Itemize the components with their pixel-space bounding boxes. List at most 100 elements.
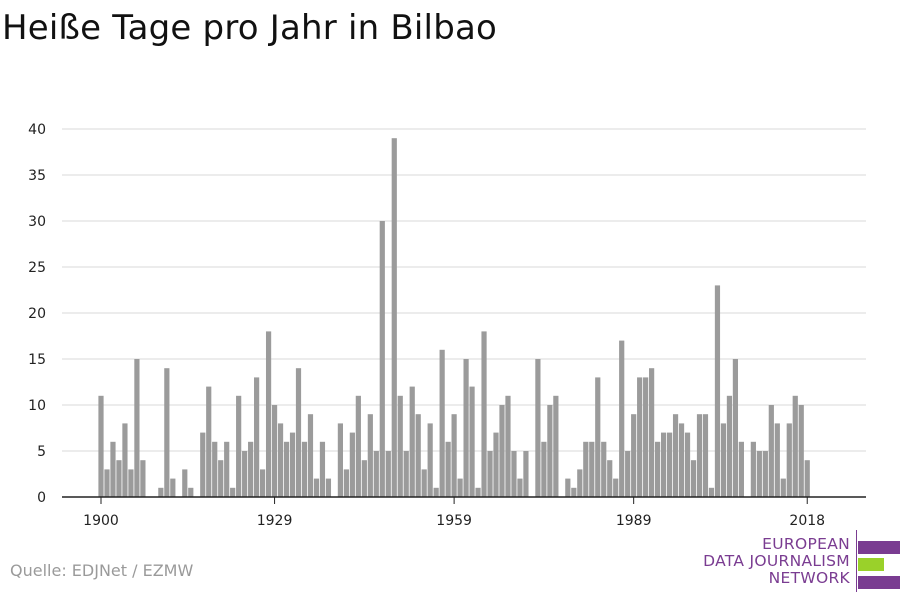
y-tick-label: 0 bbox=[37, 490, 46, 506]
bar-1991 bbox=[643, 377, 649, 497]
bar-1951 bbox=[403, 451, 409, 497]
bar-1931 bbox=[283, 441, 290, 497]
bar-1935 bbox=[307, 414, 314, 497]
edjnet-logo: EUROPEAN DATA JOURNALISM NETWORK bbox=[700, 530, 900, 596]
bar-1924 bbox=[242, 451, 248, 497]
bar-1903 bbox=[116, 460, 122, 497]
bar-1996 bbox=[672, 414, 679, 497]
bar-1948 bbox=[385, 451, 391, 497]
bar-2017 bbox=[798, 405, 804, 497]
bar-1934 bbox=[301, 441, 308, 497]
bar-1944 bbox=[361, 460, 367, 497]
bar-1941 bbox=[343, 469, 349, 497]
bar-1950 bbox=[397, 395, 403, 497]
bar-1922 bbox=[230, 487, 236, 497]
bar-1987 bbox=[619, 340, 625, 497]
bar-1915 bbox=[188, 487, 194, 497]
bar-1993 bbox=[655, 441, 661, 497]
y-tick-label: 40 bbox=[28, 122, 46, 138]
bar-1937 bbox=[319, 441, 326, 497]
logo-divider bbox=[856, 530, 857, 592]
bar-1984 bbox=[601, 441, 607, 497]
bar-1954 bbox=[421, 469, 427, 497]
bar-1955 bbox=[427, 423, 433, 497]
bar-2013 bbox=[774, 423, 780, 497]
logo-line-1: EUROPEAN bbox=[762, 535, 850, 553]
x-tick-label: 1900 bbox=[83, 513, 119, 529]
bar-1959 bbox=[451, 414, 457, 497]
bar-1938 bbox=[325, 478, 332, 497]
bar-2015 bbox=[786, 423, 792, 497]
bar-2007 bbox=[738, 441, 744, 497]
bar-1920 bbox=[218, 460, 224, 497]
bars bbox=[98, 138, 810, 497]
x-ticks: 1900 1929 1959 1989 2018 bbox=[83, 497, 825, 529]
bar-1946 bbox=[373, 451, 379, 497]
bar-1983 bbox=[595, 377, 601, 497]
bar-1942 bbox=[349, 432, 355, 497]
bar-2002 bbox=[708, 487, 715, 497]
y-tick-label: 15 bbox=[28, 352, 46, 368]
x-tick-label: 1959 bbox=[436, 513, 472, 529]
bar-1979 bbox=[571, 487, 577, 497]
y-tick-label: 20 bbox=[28, 306, 46, 322]
bar-1978 bbox=[565, 478, 571, 497]
bar-2011 bbox=[762, 451, 768, 497]
bar-1973 bbox=[535, 359, 541, 497]
bar-2004 bbox=[720, 423, 727, 497]
bar-1912 bbox=[170, 478, 176, 497]
bar-1906 bbox=[134, 359, 140, 497]
bar-1949 bbox=[391, 138, 397, 497]
bar-1943 bbox=[355, 395, 361, 497]
bar-1974 bbox=[541, 441, 547, 497]
y-tick-label: 35 bbox=[28, 168, 46, 184]
bar-1997 bbox=[678, 423, 685, 497]
bar-1923 bbox=[236, 395, 242, 497]
bar-1990 bbox=[637, 377, 643, 497]
logo-bar-middle bbox=[858, 558, 884, 571]
bar-1960 bbox=[457, 478, 463, 497]
bar-1930 bbox=[277, 423, 284, 497]
bar-1964 bbox=[481, 331, 487, 497]
y-tick-label: 10 bbox=[28, 398, 46, 414]
bar-2001 bbox=[702, 414, 709, 497]
bar-2006 bbox=[732, 359, 739, 497]
bar-1925 bbox=[248, 441, 254, 497]
logo-bar-top bbox=[858, 541, 900, 554]
bar-1919 bbox=[212, 441, 218, 497]
logo-bar-bottom bbox=[858, 576, 900, 589]
bar-1947 bbox=[379, 221, 385, 497]
bar-1956 bbox=[433, 487, 439, 497]
bar-1995 bbox=[666, 432, 673, 497]
bar-1957 bbox=[439, 349, 445, 497]
bar-1928 bbox=[265, 331, 272, 497]
bar-1989 bbox=[631, 414, 637, 497]
bar-1945 bbox=[367, 414, 373, 497]
bar-1910 bbox=[158, 487, 164, 497]
bar-1914 bbox=[182, 469, 188, 497]
bar-1933 bbox=[295, 368, 302, 497]
bar-1900 bbox=[98, 395, 104, 497]
bar-1968 bbox=[505, 395, 511, 497]
bar-1970 bbox=[517, 478, 523, 497]
bar-1980 bbox=[577, 469, 583, 497]
bar-2010 bbox=[756, 451, 762, 497]
y-tick-label: 30 bbox=[28, 214, 46, 230]
bar-2005 bbox=[726, 395, 733, 497]
x-tick-label: 1929 bbox=[257, 513, 293, 529]
bar-2009 bbox=[750, 441, 756, 497]
bar-1911 bbox=[164, 368, 170, 497]
bar-2000 bbox=[696, 414, 703, 497]
bar-1986 bbox=[613, 478, 619, 497]
bar-1963 bbox=[475, 487, 481, 497]
x-tick-label: 2018 bbox=[789, 513, 825, 529]
bar-1966 bbox=[493, 432, 499, 497]
bar-2018 bbox=[804, 460, 810, 497]
bar-1981 bbox=[583, 441, 589, 497]
bar-1904 bbox=[122, 423, 128, 497]
bar-1905 bbox=[128, 469, 134, 497]
bar-1994 bbox=[660, 432, 667, 497]
bar-1967 bbox=[499, 405, 505, 497]
bar-1998 bbox=[684, 432, 691, 497]
bar-1975 bbox=[547, 405, 553, 497]
